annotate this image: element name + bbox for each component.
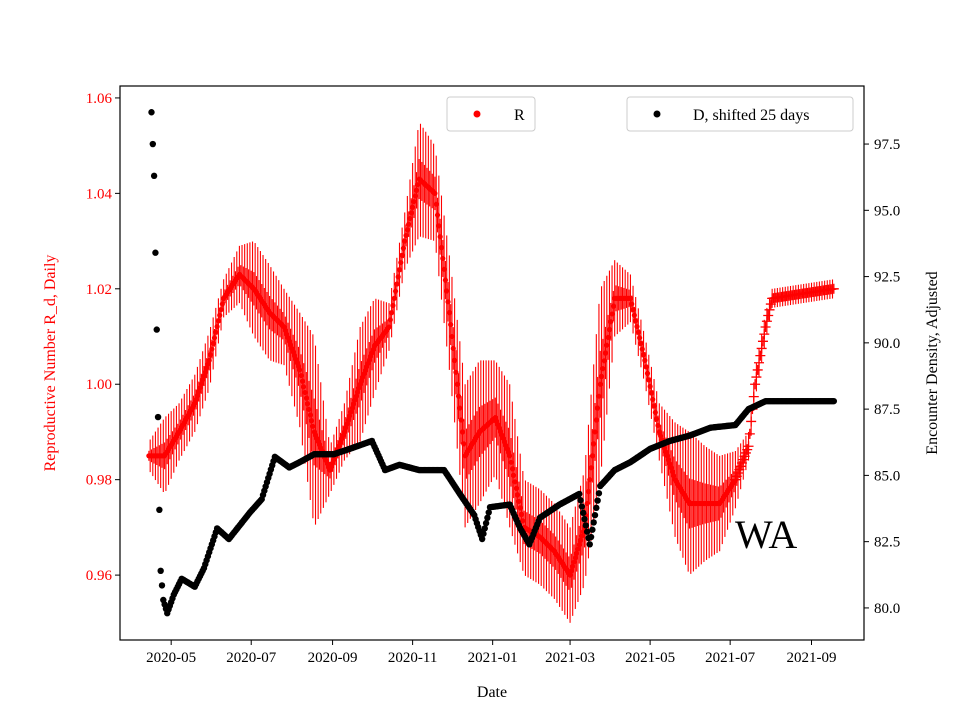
r-point-plus [743, 441, 754, 452]
r-point-plus [759, 329, 770, 340]
left-y-tick-label: 1.00 [86, 377, 112, 393]
d-series [148, 109, 838, 617]
x-axis: 2020-05 2020-07 2020-09 2020-11 2021-01 2021-… [146, 640, 837, 666]
right-y-tick-label: 82.5 [874, 535, 900, 551]
d-point [582, 522, 590, 529]
d-point [830, 397, 838, 405]
right-y-axis-label: Encounter Density, Adjusted [924, 271, 941, 454]
d-point [591, 511, 599, 519]
d-point [158, 582, 166, 589]
d-point [153, 326, 160, 333]
right-y-tick-label: 80.0 [874, 601, 900, 617]
right-y-tick-label: 95.0 [874, 203, 900, 219]
d-point [481, 525, 488, 532]
legend-d-box [626, 96, 854, 132]
legend-d-marker [653, 110, 661, 118]
d-point [595, 490, 603, 497]
left-y-axis: 0.96 0.98 1.00 1.02 1.04 1.06 [86, 91, 120, 584]
d-point [589, 526, 596, 533]
right-y-tick-label: 92.5 [874, 270, 900, 286]
right-y-tick-label: 87.5 [874, 402, 900, 418]
d-point [586, 541, 593, 548]
r-point-plus [761, 316, 772, 327]
r-point-plus [746, 416, 757, 427]
left-y-tick-label: 0.96 [86, 568, 113, 584]
d-point [156, 506, 163, 514]
r-point-plus [755, 350, 766, 361]
x-tick-label: 2020-11 [388, 650, 437, 666]
r-point-plus [744, 428, 755, 439]
x-tick-label: 2020-07 [226, 650, 276, 666]
legend-d-label: D, shifted 25 days [693, 107, 809, 124]
d-point [581, 515, 588, 523]
x-tick-label: 2021-09 [787, 650, 837, 666]
r-point-plus [764, 304, 775, 315]
d-point [484, 514, 491, 522]
d-point [148, 109, 155, 116]
d-point [157, 567, 164, 575]
legend-r: R [446, 96, 536, 132]
d-point [577, 497, 584, 504]
legend-r-label: R [514, 107, 525, 124]
r-point-plus [765, 299, 776, 310]
left-y-axis-label: Reproductive Number R_d, Daily [42, 255, 59, 472]
r-point-plus [748, 391, 759, 402]
d-point [485, 509, 492, 516]
r-point-plus [751, 372, 762, 383]
d-point [149, 140, 157, 148]
x-tick-label: 2020-09 [308, 650, 358, 666]
right-y-axis: 80.0 82.5 85.0 87.5 90.0 92.5 95.0 97.5 [864, 137, 900, 617]
right-y-tick-label: 90.0 [874, 336, 900, 352]
right-y-tick-label: 97.5 [874, 137, 900, 153]
x-tick-label: 2021-03 [545, 650, 595, 666]
r-point-plus [763, 310, 774, 321]
d-point [587, 533, 595, 541]
x-tick-label: 2021-01 [468, 650, 518, 666]
r-point-plus [756, 343, 767, 354]
left-y-tick-label: 1.06 [86, 91, 113, 107]
left-y-tick-label: 1.02 [86, 282, 112, 298]
left-y-tick-label: 1.04 [86, 186, 113, 202]
legend-r-box [446, 96, 536, 132]
legend-r-marker [473, 110, 481, 118]
r-point-plus [760, 321, 771, 332]
d-point [478, 535, 486, 543]
d-point [593, 504, 600, 512]
r-point-plus [754, 357, 765, 368]
r-point-plus [752, 364, 763, 375]
legend-d: D, shifted 25 days [626, 96, 854, 132]
d-point [590, 519, 597, 526]
r-point-plus [750, 379, 761, 390]
x-tick-label: 2020-05 [146, 650, 196, 666]
plot-frame [119, 85, 865, 641]
d-point [594, 497, 601, 504]
annotation-wa: WA [735, 512, 797, 557]
d-point [579, 509, 587, 517]
d-point [150, 172, 158, 180]
right-y-tick-label: 85.0 [874, 468, 900, 484]
d-point [482, 519, 490, 527]
r-point-plus [828, 283, 839, 294]
d-point [583, 528, 591, 535]
x-axis-label: Date [477, 684, 507, 701]
d-point [576, 490, 583, 498]
r-point-plus [757, 336, 768, 347]
r-series [146, 123, 839, 623]
d-point [480, 530, 487, 537]
left-y-tick-label: 0.98 [86, 473, 112, 489]
x-tick-label: 2021-05 [625, 650, 675, 666]
d-point [578, 503, 586, 510]
d-point [154, 413, 162, 421]
x-tick-label: 2021-07 [705, 650, 755, 666]
d-point [152, 249, 159, 256]
